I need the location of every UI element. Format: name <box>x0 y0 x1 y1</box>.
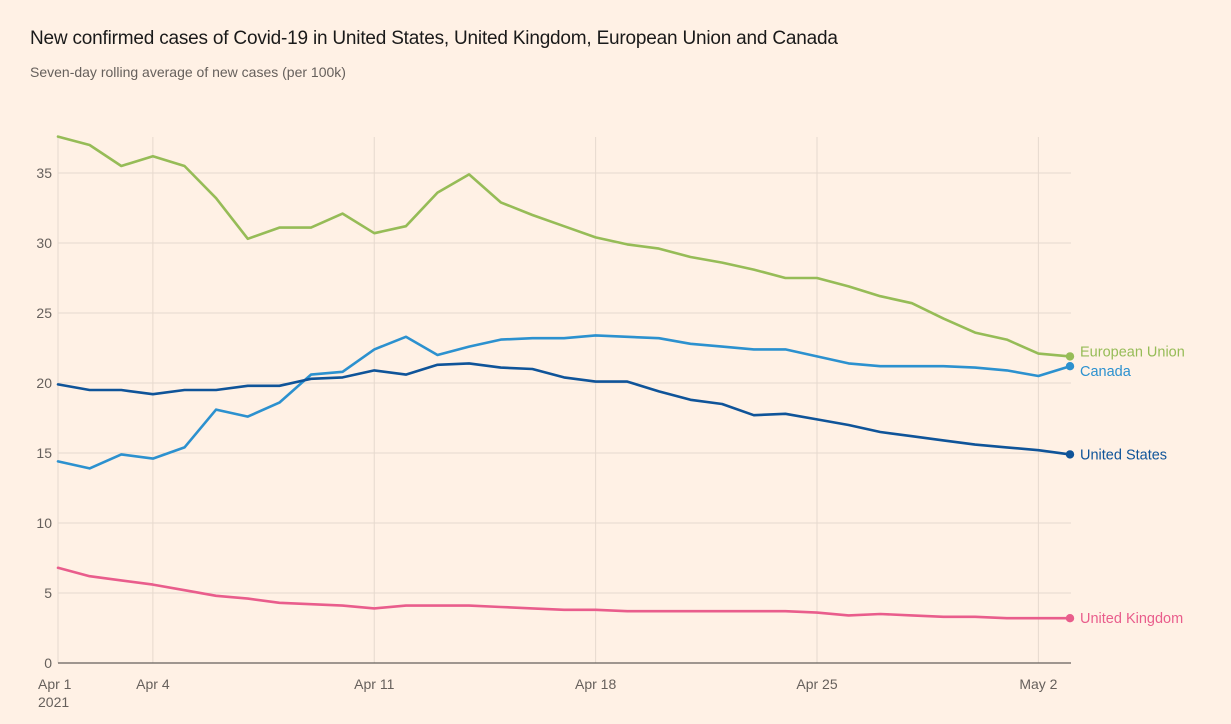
x-tick-label: Apr 18 <box>575 676 616 692</box>
grid <box>57 137 1071 663</box>
series-line-european-union <box>56 135 1072 358</box>
y-tick-label: 25 <box>36 305 52 321</box>
y-tick-label: 20 <box>36 375 52 391</box>
series-endpoint-united-states <box>1065 450 1075 459</box>
y-tick-label: 10 <box>36 515 52 531</box>
series-label-united-kingdom: United Kingdom <box>1080 611 1183 627</box>
axes: 0 5 10 15 20 25 30 35 Apr 1 2021 Apr 4 Apr 11 Apr 18… <box>36 165 1071 710</box>
x-tick-sublabel: 2021 <box>38 694 69 710</box>
series-endpoint-canada <box>1065 362 1075 371</box>
y-tick-label: 0 <box>44 655 52 671</box>
x-tick-label: May 2 <box>1019 676 1057 692</box>
series <box>56 135 1075 623</box>
chart-subtitle: Seven-day rolling average of new cases (… <box>30 64 346 80</box>
y-tick-label: 35 <box>36 165 52 181</box>
x-tick-label: Apr 25 <box>796 676 837 692</box>
y-tick-label: 15 <box>36 445 52 461</box>
series-line-canada <box>56 334 1072 470</box>
x-tick-label: Apr 1 <box>38 676 72 692</box>
y-tick-label: 5 <box>44 585 52 601</box>
series-line-united-states <box>56 362 1072 456</box>
series-endpoint-united-kingdom <box>1065 614 1075 623</box>
x-tick-label: Apr 11 <box>354 676 394 692</box>
series-endpoint-european-union <box>1065 352 1075 361</box>
series-labels: European Union Canada United States United … <box>1080 344 1185 627</box>
y-tick-label: 30 <box>36 235 52 251</box>
series-label-european-union: European Union <box>1080 344 1185 360</box>
x-tick-label: Apr 4 <box>136 676 170 692</box>
series-line-united-kingdom <box>56 566 1072 620</box>
chart-title: New confirmed cases of Covid-19 in Unite… <box>30 28 838 49</box>
series-label-canada: Canada <box>1080 364 1132 380</box>
series-label-united-states: United States <box>1080 447 1167 463</box>
